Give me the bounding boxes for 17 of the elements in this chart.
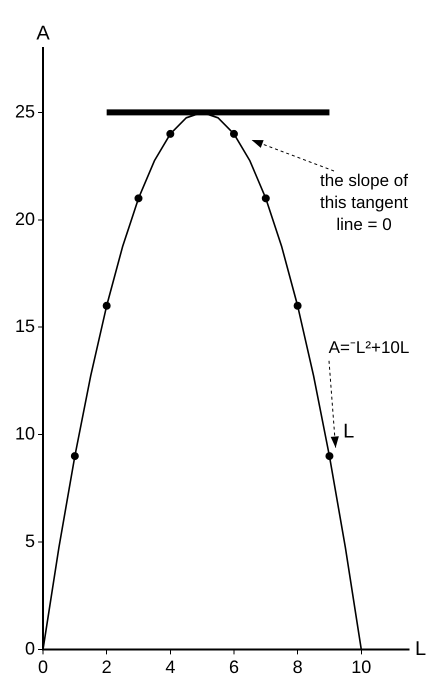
annotation: L — [343, 420, 354, 442]
annotation: the slope of this tangent line = 0 — [320, 171, 408, 234]
annotation: A=⁻L²+10L — [328, 338, 410, 357]
x-tick-label: 10 — [351, 657, 372, 678]
y-tick-label: 15 — [14, 316, 36, 336]
x-tick-label: 8 — [292, 657, 303, 678]
x-tick-label: 6 — [228, 657, 239, 678]
y-tick-label: 10 — [14, 424, 36, 444]
y-tick-label: 20 — [14, 208, 36, 229]
x-tick-label: 2 — [102, 657, 112, 678]
y-axis-title: A — [36, 22, 50, 45]
x-tick-label: 4 — [165, 657, 176, 678]
y-tick-label: 0 — [25, 638, 36, 658]
x-tick-label: 0 — [38, 657, 48, 678]
y-tick-label: 25 — [14, 101, 36, 122]
x-axis-title: L — [415, 638, 426, 660]
y-tick-label: 5 — [25, 530, 36, 551]
